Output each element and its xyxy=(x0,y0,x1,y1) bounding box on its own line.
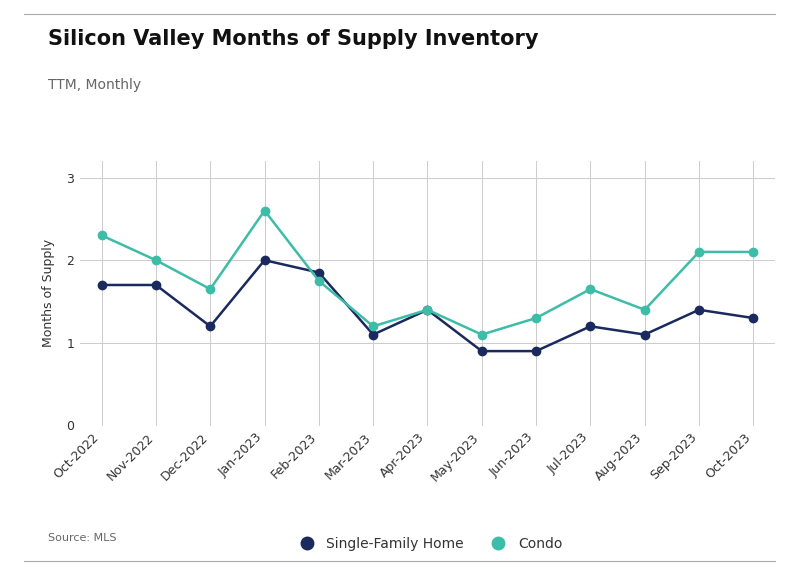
Condo xyxy=(205,286,215,293)
Condo xyxy=(531,315,541,321)
Single-Family Home xyxy=(640,331,650,338)
Condo xyxy=(694,248,704,255)
Line: Single-Family Home: Single-Family Home xyxy=(97,256,757,355)
Single-Family Home xyxy=(260,256,269,263)
Single-Family Home xyxy=(205,323,215,330)
Text: TTM, Monthly: TTM, Monthly xyxy=(48,78,141,91)
Condo xyxy=(586,286,595,293)
Line: Condo: Condo xyxy=(97,206,757,339)
Single-Family Home xyxy=(423,306,432,313)
Single-Family Home xyxy=(477,348,487,355)
Condo xyxy=(368,323,378,330)
Condo xyxy=(151,256,161,263)
Single-Family Home xyxy=(749,315,758,321)
Legend: Single-Family Home, Condo: Single-Family Home, Condo xyxy=(287,531,568,556)
Single-Family Home xyxy=(97,282,106,289)
Condo xyxy=(423,306,432,313)
Single-Family Home xyxy=(368,331,378,338)
Condo xyxy=(640,306,650,313)
Condo xyxy=(749,248,758,255)
Text: Source: MLS: Source: MLS xyxy=(48,534,117,543)
Condo xyxy=(314,277,324,284)
Y-axis label: Months of Supply: Months of Supply xyxy=(42,239,55,347)
Condo xyxy=(260,207,269,214)
Single-Family Home xyxy=(531,348,541,355)
Condo xyxy=(97,232,106,239)
Single-Family Home xyxy=(151,282,161,289)
Text: Silicon Valley Months of Supply Inventory: Silicon Valley Months of Supply Inventor… xyxy=(48,29,539,49)
Single-Family Home xyxy=(694,306,704,313)
Single-Family Home xyxy=(314,269,324,276)
Single-Family Home xyxy=(586,323,595,330)
Condo xyxy=(477,331,487,338)
